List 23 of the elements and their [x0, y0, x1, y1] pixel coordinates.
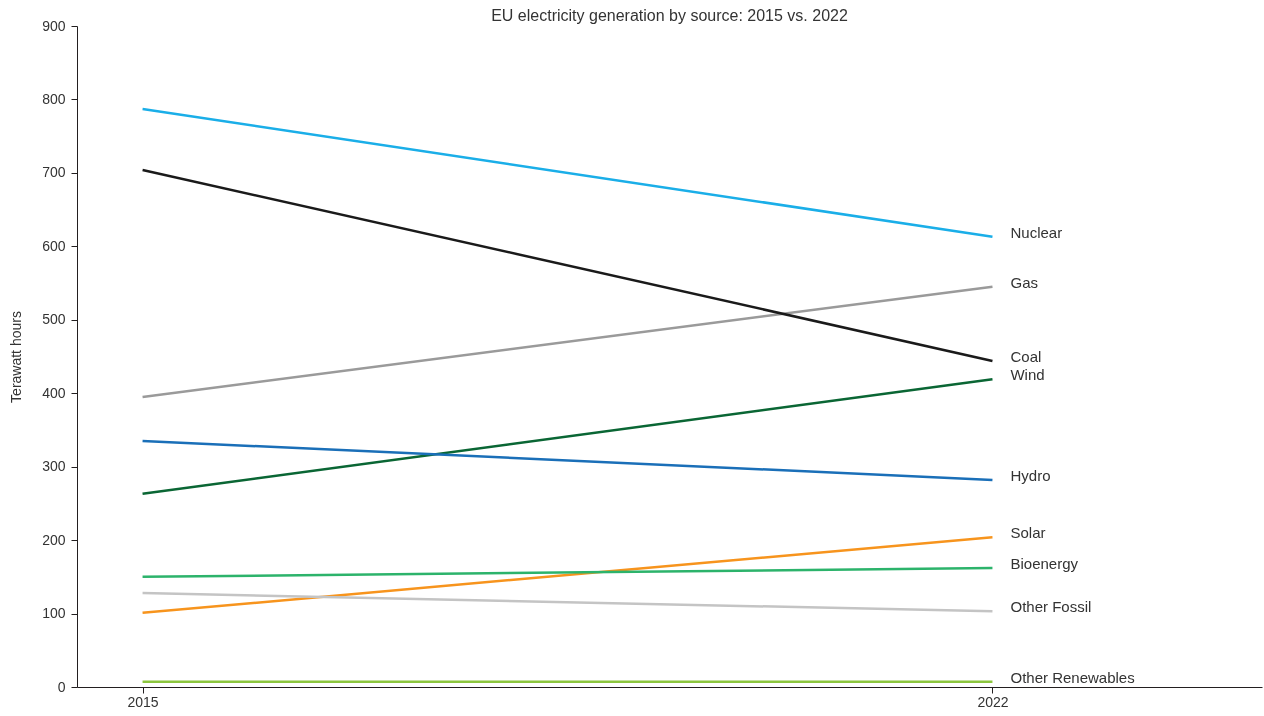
series-label: Wind: [1010, 366, 1045, 384]
series-label: Solar: [1010, 524, 1046, 542]
y-tick-label: 900: [42, 17, 66, 34]
y-tick-label: 0: [57, 678, 66, 695]
y-tick-label: 500: [42, 311, 66, 328]
series-label: Bioenergy: [1010, 555, 1079, 573]
x-tick-label: 2022: [977, 693, 1009, 710]
series-label: Gas: [1010, 273, 1038, 291]
series-label: Other Fossil: [1010, 598, 1092, 616]
series-label: Nuclear: [1010, 223, 1063, 241]
y-tick-label: 200: [42, 531, 66, 548]
chart-title: EU electricity generation by source: 2015 vs. 2022: [491, 7, 848, 24]
series-label: Coal: [1010, 347, 1042, 365]
y-tick-label: 600: [42, 237, 66, 254]
y-tick-label: 300: [42, 458, 66, 475]
y-tick-label: 800: [42, 90, 66, 107]
x-tick-label: 2015: [127, 693, 159, 710]
y-tick-label: 100: [42, 605, 66, 622]
series-label: Other Renewables: [1010, 668, 1135, 686]
y-tick-label: 400: [42, 384, 66, 401]
y-tick-label: 700: [42, 164, 66, 181]
series-label: Hydro: [1010, 466, 1051, 484]
y-axis-title: Terawatt hours: [8, 311, 25, 403]
